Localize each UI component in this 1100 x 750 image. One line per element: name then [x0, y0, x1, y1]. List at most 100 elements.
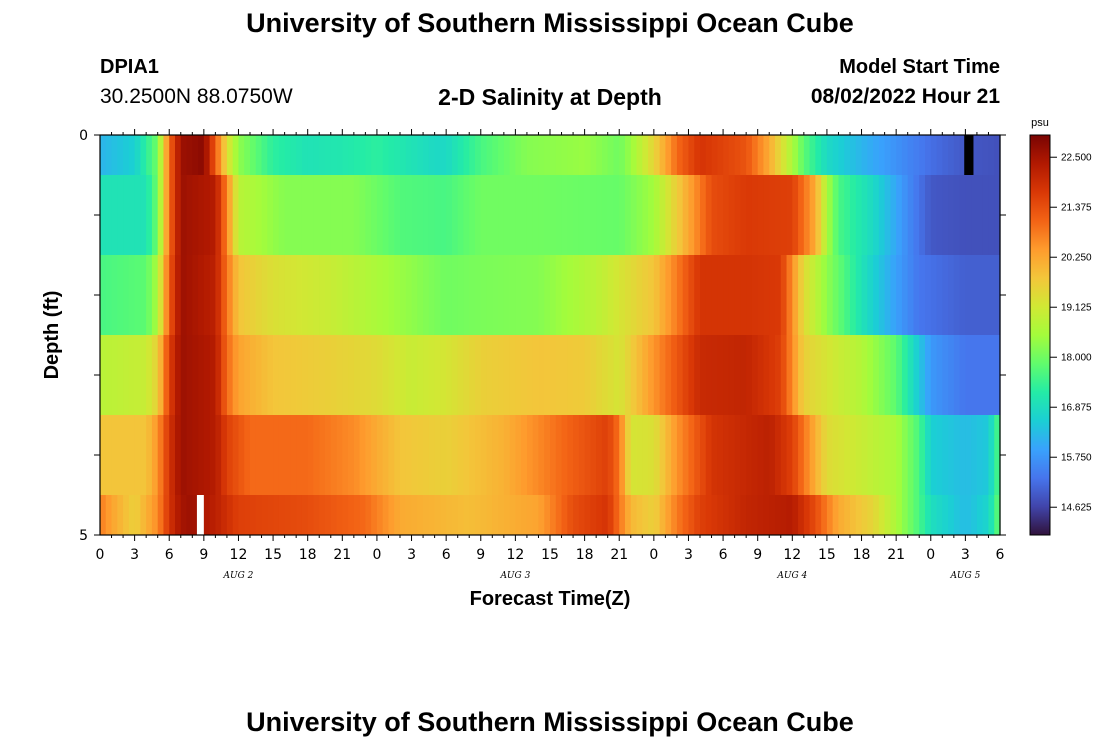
heatmap-cell [942, 335, 949, 415]
heatmap-cell [232, 135, 240, 175]
heatmap-cell [780, 495, 788, 535]
heatmap-cell [446, 335, 453, 415]
heatmap-cell [400, 495, 407, 535]
heatmap-cell [861, 255, 868, 335]
heatmap-cell [665, 415, 672, 495]
heatmap-cell [117, 255, 124, 335]
heatmap-cell [746, 175, 753, 255]
heatmap-cell [307, 135, 315, 175]
heatmap-cell [180, 175, 188, 255]
x-tick-label: 21 [610, 547, 628, 563]
heatmap-cell [757, 495, 765, 535]
heatmap-cell [278, 175, 286, 255]
heatmap-cell [538, 415, 545, 495]
heatmap-cell [348, 335, 355, 415]
heatmap-cell [971, 495, 978, 535]
heatmap-cell [128, 135, 136, 175]
heatmap-cell [642, 495, 649, 535]
station-id: DPIA1 [100, 56, 159, 78]
heatmap-cell [342, 415, 349, 495]
heatmap-cell [371, 415, 378, 495]
heatmap-cell [192, 335, 199, 415]
heatmap-cell [146, 175, 153, 255]
heatmap-cell [503, 415, 511, 495]
heatmap-cell [728, 495, 736, 535]
heatmap-cell [700, 175, 707, 255]
heatmap-cell [625, 175, 632, 255]
heatmap-cell [873, 335, 880, 415]
heatmap-cell [925, 255, 932, 335]
heatmap-cell [896, 495, 903, 535]
heatmap-cell [411, 175, 418, 255]
heatmap-cell [913, 135, 920, 175]
heatmap-cell [313, 335, 320, 415]
heatmap-cell [423, 415, 430, 495]
heatmap-cell [296, 335, 303, 415]
heatmap-cell [123, 335, 130, 415]
heatmap-cell [913, 255, 920, 335]
heatmap-cell [653, 415, 661, 495]
heatmap-cell [521, 135, 528, 175]
heatmap-cell [878, 175, 886, 255]
heatmap-cell [463, 255, 470, 335]
heatmap-cell [826, 135, 834, 175]
heatmap-cell [763, 135, 770, 175]
heatmap-cell [486, 335, 493, 415]
heatmap-cell [382, 335, 390, 415]
heatmap-cell [526, 415, 534, 495]
heatmap-cell [382, 415, 390, 495]
heatmap-cell [209, 255, 216, 335]
heatmap-cell [873, 495, 880, 535]
heatmap-cell [607, 135, 615, 175]
heatmap-cell [988, 495, 995, 535]
heatmap-cell [757, 175, 765, 255]
heatmap-cell [867, 135, 874, 175]
heatmap-cell [890, 255, 897, 335]
heatmap-cell [700, 335, 707, 415]
heatmap-cell [648, 135, 655, 175]
x-tick-label: 0 [372, 547, 381, 563]
heatmap-cell [901, 175, 909, 255]
heatmap-cell [498, 135, 505, 175]
heatmap-cell [913, 415, 920, 495]
heatmap-cell [463, 415, 470, 495]
heatmap-cell [723, 255, 730, 335]
heatmap-cell [965, 255, 972, 335]
heatmap-cell [365, 175, 372, 255]
heatmap-cell [832, 255, 840, 335]
heatmap-cell [446, 255, 453, 335]
heatmap-cell [388, 175, 395, 255]
heatmap-cell [821, 335, 828, 415]
heatmap-cell [567, 335, 574, 415]
heatmap-cell [151, 135, 159, 175]
y-tick-label: 0 [79, 128, 88, 144]
heatmap-cell [919, 415, 926, 495]
heatmap-cell [786, 335, 793, 415]
x-tick-label: 15 [541, 547, 559, 563]
heatmap-cell [607, 175, 615, 255]
heatmap-cell [988, 415, 995, 495]
heatmap-cell [307, 335, 315, 415]
heatmap-cell [515, 175, 522, 255]
missing-data-cells [196, 135, 974, 535]
heatmap-cell [238, 415, 245, 495]
heatmap-cell [319, 135, 326, 175]
heatmap-cell [757, 255, 765, 335]
heatmap-cell [682, 255, 690, 335]
heatmap-cell [226, 335, 234, 415]
heatmap-cell [567, 255, 574, 335]
heatmap-cell [359, 415, 366, 495]
heatmap-cell [411, 495, 418, 535]
heatmap-cell [734, 495, 741, 535]
heatmap-cell [469, 415, 476, 495]
heatmap-cell [278, 135, 286, 175]
heatmap-cell [705, 495, 713, 535]
heatmap-cell [255, 135, 263, 175]
heatmap-cell [221, 415, 228, 495]
heatmap-cell [451, 135, 459, 175]
heatmap-cell [855, 135, 863, 175]
heatmap-cell [388, 255, 395, 335]
heatmap-cell [913, 335, 920, 415]
heatmap-cell [573, 415, 580, 495]
heatmap-cell [850, 255, 857, 335]
